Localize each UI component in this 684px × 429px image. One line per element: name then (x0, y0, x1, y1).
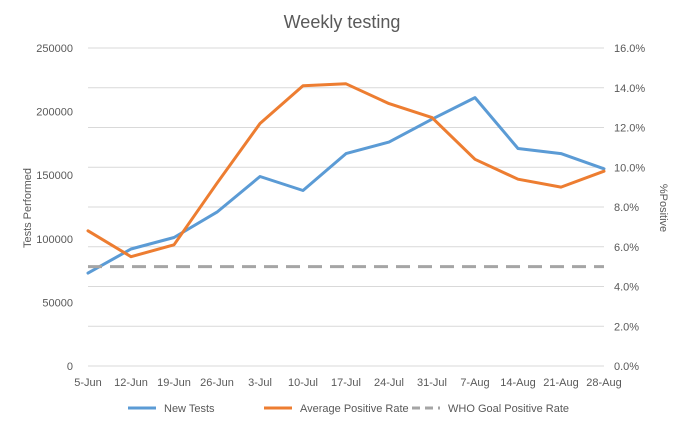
x-tick-label: 14-Aug (500, 377, 535, 389)
x-axis-ticks: 5-Jun 12-Jun 19-Jun 26-Jun 3-Jul 10-Jul 17-Jul… (74, 377, 622, 389)
legend-label: WHO Goal Positive Rate (448, 403, 569, 415)
y-tick-label: 250000 (36, 43, 73, 55)
x-tick-label: 5-Jun (74, 377, 102, 389)
x-tick-label: 12-Jun (114, 377, 148, 389)
y2-tick-label: 16.0% (614, 43, 645, 55)
y2-tick-label: 2.0% (614, 321, 639, 333)
legend: New Tests Average Positive Rate WHO Goal P… (128, 403, 569, 415)
y-tick-label: 100000 (36, 234, 73, 246)
y2-axis-label: %Positive (657, 184, 669, 232)
x-tick-label: 31-Jul (417, 377, 447, 389)
right-axis-ticks: 0.0% 2.0% 4.0% 6.0% 8.0% 10.0% 12.0% 14.0% 16.0% (614, 43, 645, 373)
y2-tick-label: 10.0% (614, 162, 645, 174)
y-tick-label: 200000 (36, 107, 73, 119)
y2-tick-label: 0.0% (614, 361, 639, 373)
x-tick-label: 7-Aug (460, 377, 489, 389)
x-tick-label: 28-Aug (586, 377, 621, 389)
x-tick-label: 24-Jul (374, 377, 404, 389)
left-axis-ticks: 0 50000 100000 150000 200000 250000 (36, 43, 73, 373)
series-lines (86, 82, 606, 275)
y2-tick-label: 8.0% (614, 202, 639, 214)
y2-tick-label: 4.0% (614, 282, 639, 294)
x-tick-label: 26-Jun (200, 377, 234, 389)
gridlines (88, 47, 604, 367)
y-tick-label: 0 (67, 361, 73, 373)
legend-label: New Tests (164, 403, 215, 415)
y2-tick-label: 12.0% (614, 123, 645, 135)
y2-tick-label: 6.0% (614, 242, 639, 254)
x-tick-label: 19-Jun (157, 377, 191, 389)
y-tick-label: 150000 (36, 170, 73, 182)
x-tick-label: 3-Jul (248, 377, 272, 389)
x-tick-label: 17-Jul (331, 377, 361, 389)
series-line-average-positive-rate (86, 82, 606, 259)
y-axis-label: Tests Performed (22, 168, 34, 248)
series-line-new-tests (86, 96, 606, 275)
x-tick-label: 21-Aug (543, 377, 578, 389)
chart-title: Weekly testing (284, 12, 401, 32)
x-tick-label: 10-Jul (288, 377, 318, 389)
y2-tick-label: 14.0% (614, 83, 645, 95)
legend-label: Average Positive Rate (300, 403, 409, 415)
y-tick-label: 50000 (42, 297, 73, 309)
